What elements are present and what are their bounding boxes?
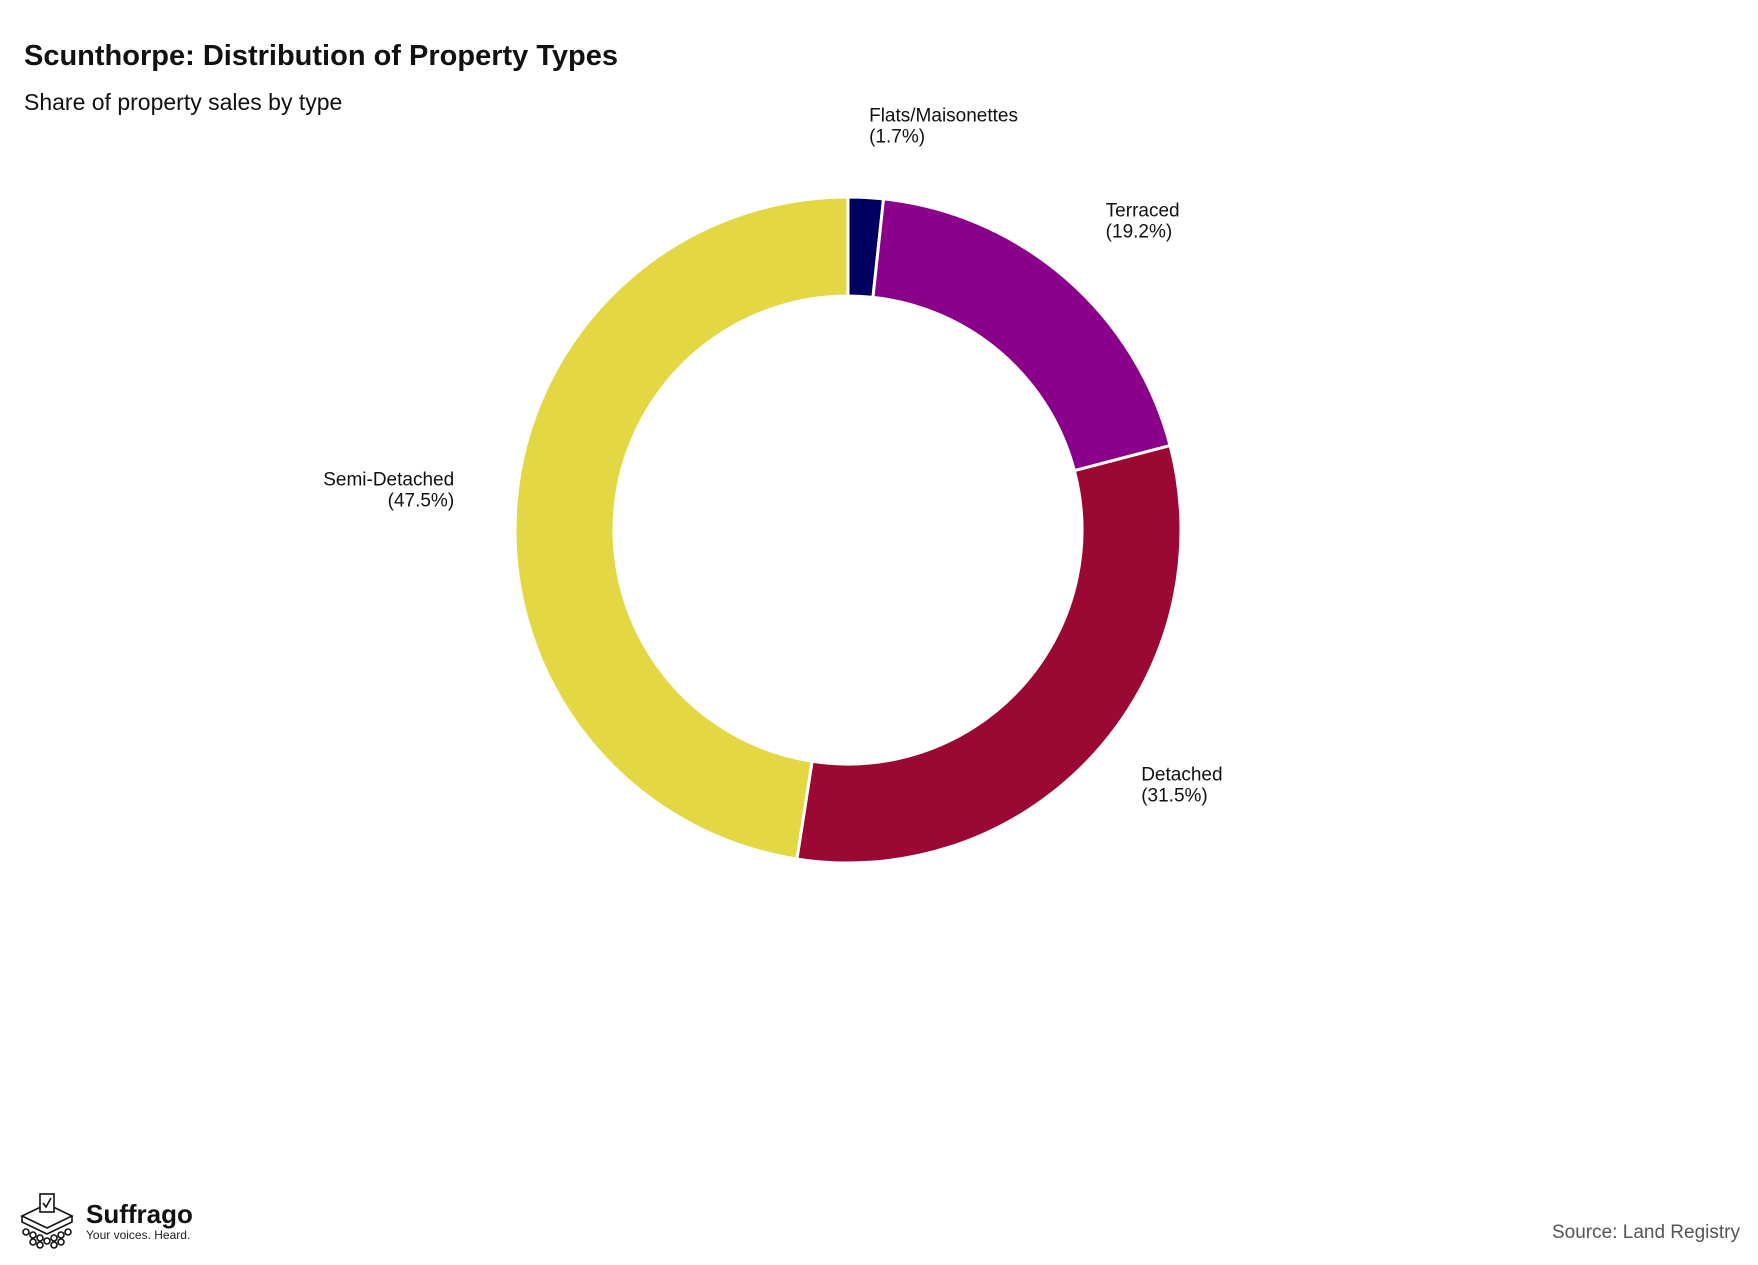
slice-label-value: (1.7%) (869, 127, 925, 148)
slice-label-flats-maisonettes: Flats/Maisonettes (1.7%) (869, 106, 1018, 148)
source-note: Source: Land Registry (1552, 1222, 1740, 1243)
ballot-box-icon (20, 1193, 74, 1249)
logo-name: Suffrago (86, 1199, 193, 1229)
slice-label-value: (19.2%) (1106, 222, 1173, 243)
slice-label-name: Detached (1141, 765, 1222, 786)
slice-label-value: (47.5%) (388, 491, 455, 512)
slice-detached (795, 443, 1183, 865)
suffrago-logo: Suffrago Your voices. Heard. (16, 1190, 193, 1252)
slice-semi-detached (513, 195, 850, 861)
slice-label-name: Flats/Maisonettes (869, 106, 1018, 127)
slice-label-name: Semi-Detached (323, 470, 454, 491)
slice-label-value: (31.5%) (1141, 786, 1208, 807)
slice-label-terraced: Terraced (19.2%) (1106, 201, 1180, 243)
donut-slices (513, 195, 1183, 865)
slice-label-detached: Detached (31.5%) (1141, 765, 1222, 807)
logo-tagline: Your voices. Heard. (86, 1228, 191, 1242)
chart-title: Scunthorpe: Distribution of Property Typ… (24, 40, 618, 72)
slice-label-name: Terraced (1106, 201, 1180, 222)
slice-labels: Flats/Maisonettes (1.7%) Terraced (19.2%) De… (323, 106, 1222, 807)
slice-label-semi-detached: Semi-Detached (47.5%) (323, 470, 454, 512)
chart-subtitle: Share of property sales by type (24, 89, 343, 115)
